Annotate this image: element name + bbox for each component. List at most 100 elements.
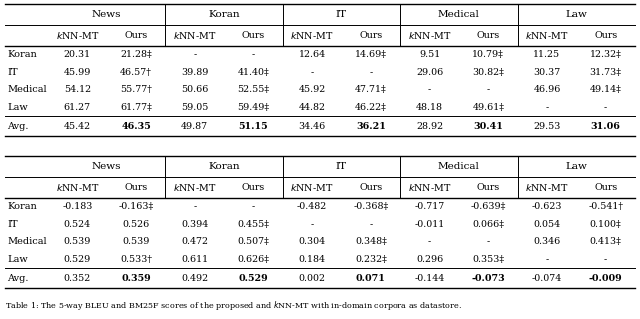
Text: 14.69‡: 14.69‡: [355, 50, 387, 59]
Text: 36.21: 36.21: [356, 122, 386, 131]
Text: -0.717: -0.717: [415, 202, 445, 211]
Text: -0.623: -0.623: [532, 202, 562, 211]
Text: 0.529: 0.529: [239, 274, 268, 283]
Text: -0.073: -0.073: [472, 274, 505, 283]
Text: $k$NN-MT: $k$NN-MT: [525, 30, 568, 41]
Text: -0.183: -0.183: [62, 202, 93, 211]
Text: 0.472: 0.472: [181, 237, 208, 247]
Text: Medical: Medical: [7, 237, 47, 247]
Text: 52.55‡: 52.55‡: [237, 85, 269, 94]
Text: 0.071: 0.071: [356, 274, 386, 283]
Text: 31.06: 31.06: [591, 122, 621, 131]
Text: Law: Law: [565, 162, 588, 171]
Text: -: -: [369, 220, 372, 229]
Text: -0.541†: -0.541†: [588, 202, 623, 211]
Text: Medical: Medical: [7, 85, 47, 94]
Text: News: News: [92, 162, 122, 171]
Text: Ours: Ours: [594, 183, 617, 192]
Text: 0.539: 0.539: [122, 237, 150, 247]
Text: 50.66: 50.66: [181, 85, 209, 94]
Text: 59.05: 59.05: [181, 103, 209, 112]
Text: -: -: [193, 50, 196, 59]
Text: Koran: Koran: [7, 202, 36, 211]
Text: 0.348‡: 0.348‡: [355, 237, 387, 247]
Text: 30.37: 30.37: [533, 68, 561, 77]
Text: 49.87: 49.87: [181, 122, 208, 131]
Text: 0.359: 0.359: [121, 274, 151, 283]
Text: 0.526: 0.526: [122, 220, 150, 229]
Text: -: -: [545, 255, 548, 264]
Text: Medical: Medical: [438, 10, 480, 19]
Text: 30.41: 30.41: [474, 122, 503, 131]
Text: IT: IT: [336, 10, 347, 19]
Text: 11.25: 11.25: [533, 50, 561, 59]
Text: 61.27: 61.27: [64, 103, 91, 112]
Text: Ours: Ours: [124, 183, 148, 192]
Text: 0.529: 0.529: [64, 255, 91, 264]
Text: -: -: [252, 202, 255, 211]
Text: -: -: [428, 237, 431, 247]
Text: 0.002: 0.002: [299, 274, 326, 283]
Text: 47.71‡: 47.71‡: [355, 85, 387, 94]
Text: Medical: Medical: [438, 162, 480, 171]
Text: $k$NN-MT: $k$NN-MT: [56, 30, 99, 41]
Text: $k$NN-MT: $k$NN-MT: [291, 30, 334, 41]
Text: 49.61‡: 49.61‡: [472, 103, 504, 112]
Text: $k$NN-MT: $k$NN-MT: [408, 30, 451, 41]
Text: 0.066‡: 0.066‡: [472, 220, 504, 229]
Text: 34.46: 34.46: [298, 122, 326, 131]
Text: Law: Law: [7, 103, 28, 112]
Text: -0.639‡: -0.639‡: [470, 202, 506, 211]
Text: Ours: Ours: [242, 31, 265, 40]
Text: IT: IT: [7, 220, 18, 229]
Text: 12.64: 12.64: [299, 50, 326, 59]
Text: Koran: Koran: [208, 10, 240, 19]
Text: 0.304: 0.304: [299, 237, 326, 247]
Text: 31.73‡: 31.73‡: [589, 68, 621, 77]
Text: 54.12: 54.12: [64, 85, 91, 94]
Text: 44.82: 44.82: [299, 103, 326, 112]
Text: $k$NN-MT: $k$NN-MT: [173, 182, 216, 193]
Text: 51.15: 51.15: [239, 122, 268, 131]
Text: -: -: [604, 255, 607, 264]
Text: IT: IT: [336, 162, 347, 171]
Text: -0.163‡: -0.163‡: [118, 202, 154, 211]
Text: 0.626‡: 0.626‡: [237, 255, 269, 264]
Text: 45.42: 45.42: [64, 122, 91, 131]
Text: 61.77‡: 61.77‡: [120, 103, 152, 112]
Text: 0.054: 0.054: [533, 220, 561, 229]
Text: -: -: [486, 237, 490, 247]
Text: 0.524: 0.524: [64, 220, 91, 229]
Text: 12.32‡: 12.32‡: [589, 50, 621, 59]
Text: -0.482: -0.482: [297, 202, 327, 211]
Text: 0.539: 0.539: [63, 237, 91, 247]
Text: IT: IT: [7, 68, 18, 77]
Text: -0.009: -0.009: [589, 274, 623, 283]
Text: 0.184: 0.184: [299, 255, 326, 264]
Text: -: -: [428, 85, 431, 94]
Text: 59.49‡: 59.49‡: [237, 103, 269, 112]
Text: Koran: Koran: [208, 162, 240, 171]
Text: Ours: Ours: [359, 31, 383, 40]
Text: 45.92: 45.92: [298, 85, 326, 94]
Text: 0.353‡: 0.353‡: [472, 255, 504, 264]
Text: 0.394: 0.394: [181, 220, 209, 229]
Text: 0.296: 0.296: [416, 255, 443, 264]
Text: 30.82‡: 30.82‡: [472, 68, 504, 77]
Text: 29.53: 29.53: [533, 122, 561, 131]
Text: 21.28‡: 21.28‡: [120, 50, 152, 59]
Text: 55.77†: 55.77†: [120, 85, 152, 94]
Text: -: -: [369, 68, 372, 77]
Text: 29.06: 29.06: [416, 68, 443, 77]
Text: 0.352: 0.352: [64, 274, 91, 283]
Text: 28.92: 28.92: [416, 122, 443, 131]
Text: -: -: [604, 103, 607, 112]
Text: -: -: [486, 85, 490, 94]
Text: 49.14‡: 49.14‡: [589, 85, 621, 94]
Text: News: News: [92, 10, 122, 19]
Text: 0.611: 0.611: [181, 255, 208, 264]
Text: 0.455‡: 0.455‡: [237, 220, 269, 229]
Text: $k$NN-MT: $k$NN-MT: [56, 182, 99, 193]
Text: 0.346: 0.346: [533, 237, 561, 247]
Text: -0.074: -0.074: [532, 274, 562, 283]
